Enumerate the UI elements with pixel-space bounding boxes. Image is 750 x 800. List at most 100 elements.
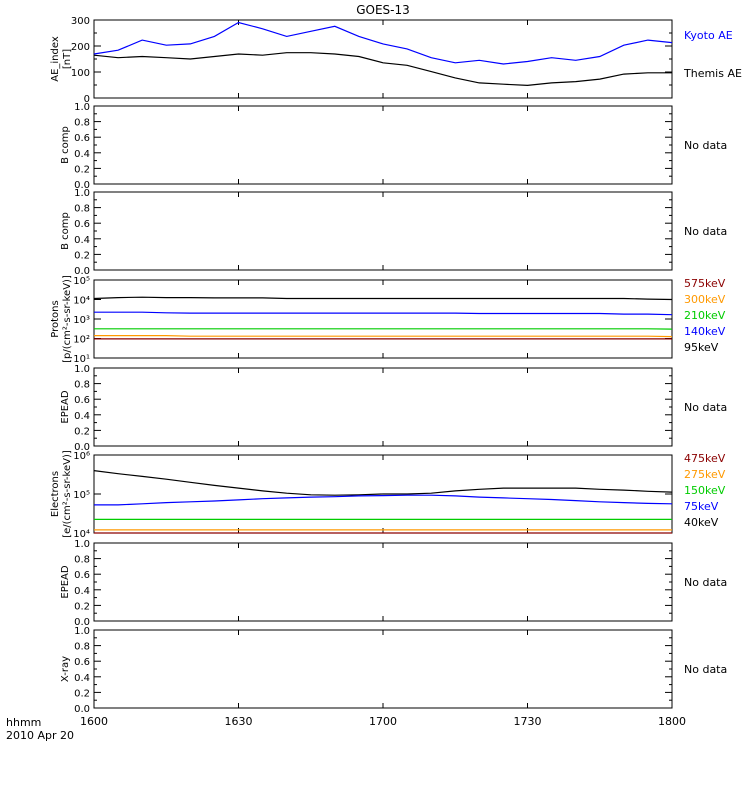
panel-b2: 0.0 0.2 0.4 0.6 0.8 1.0 B comp No data: [60, 188, 727, 277]
series-line-40kev: [93, 470, 673, 496]
y-axis-unit-label: [nT]: [62, 49, 73, 69]
y-tick-label: 0.6: [74, 570, 90, 581]
x-tick-label: 1730: [514, 715, 542, 728]
panel-ae: 0 100 200 300 AE_index [nT] Kyoto AE Themis AE: [50, 16, 742, 105]
panel-frame: [93, 542, 673, 622]
no-data-note: No data: [684, 401, 727, 414]
y-tick-label: 0.2: [74, 601, 90, 612]
x-tick-label: 1800: [658, 715, 686, 728]
y-tick-label: 0.8: [74, 380, 90, 391]
no-data-note: No data: [684, 225, 727, 238]
legend-label: 575keV: [684, 277, 726, 290]
y-tick-label: 0.8: [74, 555, 90, 566]
series-line-themis-ae: [93, 52, 672, 87]
y-tick-label: 10⁵: [73, 276, 90, 287]
y-tick-label: 200: [71, 42, 90, 53]
legend-label: 210keV: [684, 309, 726, 322]
series-line-95kev: [93, 296, 673, 301]
y-axis-label: X-ray: [60, 656, 71, 682]
series-line-kyoto-ae: [93, 21, 673, 65]
y-tick-label: 10¹: [73, 354, 90, 365]
y-tick-label: 10³: [73, 315, 90, 326]
legend-label: 150keV: [684, 484, 726, 497]
figure-title: GOES-13: [356, 3, 410, 17]
panel-frame: [93, 191, 673, 271]
y-tick-label: 0.4: [74, 149, 90, 160]
y-axis-label: B comp: [60, 212, 71, 250]
series-line-140kev: [94, 311, 673, 316]
y-axis-unit-label: [e/(cm²-s-sr-keV)]: [62, 450, 73, 538]
y-tick-label: 0.4: [74, 673, 90, 684]
y-tick-label: 0.0: [74, 704, 90, 715]
y-tick-label: 10⁶: [73, 451, 90, 462]
y-axis-label: Electrons: [50, 471, 61, 517]
no-data-note: No data: [684, 663, 727, 676]
y-axis-label: B comp: [60, 126, 71, 164]
panel-electrons: 10⁴ 10⁵ 10⁶ Electrons [e/(cm²-s-sr-keV)] 475k…: [50, 450, 726, 540]
panel-b1: 0.0 0.2 0.4 0.6 0.8 1.0 B comp No data: [60, 102, 727, 191]
y-tick-label: 10⁴: [73, 296, 90, 307]
y-tick-label: 100: [71, 68, 90, 79]
y-tick-label: 0.8: [74, 118, 90, 129]
panel-protons: 10¹ 10² 10³ 10⁴ 10⁵ Protons [p/(cm²-s-sr-keV)]…: [50, 275, 726, 365]
x-tick-label: 1630: [225, 715, 253, 728]
x-axis-label-hhmm: hhmm: [6, 716, 41, 729]
y-tick-label: 1.0: [74, 539, 90, 550]
y-tick-label: 10²: [73, 335, 90, 346]
panel-epead2: 0.0 0.2 0.4 0.6 0.8 1.0 EPEAD No data: [60, 539, 727, 628]
series-line-300kev: [94, 335, 673, 338]
x-axis-label-date: 2010 Apr 20: [6, 729, 74, 742]
y-tick-label: 0.0: [74, 442, 90, 453]
y-axis-label: AE_index: [50, 36, 61, 82]
x-tick-label: 1700: [369, 715, 397, 728]
series-line-75kev: [94, 494, 673, 506]
y-tick-label: 0.2: [74, 688, 90, 699]
legend-label: 300keV: [684, 293, 726, 306]
y-axis-label: EPEAD: [60, 565, 71, 599]
y-tick-label: 0.6: [74, 657, 90, 668]
y-tick-label: 0.8: [74, 642, 90, 653]
y-tick-label: 10⁴: [73, 529, 90, 540]
panel-frame: [93, 105, 673, 185]
legend-label: 275keV: [684, 468, 726, 481]
panel-xray: 0.0 0.2 0.4 0.6 0.8 1.0 X-ray No data: [60, 626, 727, 715]
panel-frame: [93, 367, 673, 447]
x-axis: 1600 1630 1700 1730 1800: [80, 715, 686, 728]
y-tick-label: 0.6: [74, 219, 90, 230]
legend-label: 95keV: [684, 341, 719, 354]
y-axis-label: EPEAD: [60, 390, 71, 424]
y-tick-label: 0.4: [74, 411, 90, 422]
y-tick-label: 0.2: [74, 164, 90, 175]
panel-epead1: 0.0 0.2 0.4 0.6 0.8 1.0 EPEAD No data: [60, 364, 727, 453]
y-tick-label: 0.2: [74, 426, 90, 437]
y-tick-label: 0.2: [74, 250, 90, 261]
x-tick-label: 1600: [80, 715, 108, 728]
y-tick-label: 0.0: [74, 617, 90, 628]
y-tick-label: 1.0: [74, 364, 90, 375]
legend-label: 140keV: [684, 325, 726, 338]
y-tick-label: 0: [84, 94, 90, 105]
y-tick-label: 1.0: [74, 102, 90, 113]
y-tick-label: 0.0: [74, 180, 90, 191]
y-tick-label: 0.6: [74, 395, 90, 406]
panel-frame: [93, 279, 673, 359]
panel-frame: [93, 629, 673, 709]
y-tick-label: 0.6: [74, 133, 90, 144]
y-axis-unit-label: [p/(cm²-s-sr-keV)]: [62, 275, 73, 363]
y-tick-label: 300: [71, 16, 90, 27]
y-tick-label: 0.0: [74, 266, 90, 277]
legend-label: 40keV: [684, 516, 719, 529]
y-tick-label: 1.0: [74, 626, 90, 637]
legend-label: Themis AE: [683, 67, 742, 80]
legend-label: 75keV: [684, 500, 719, 513]
y-tick-label: 10⁵: [73, 490, 90, 501]
no-data-note: No data: [684, 139, 727, 152]
y-axis-label: Protons: [50, 300, 61, 337]
legend-label: Kyoto AE: [684, 29, 733, 42]
y-tick-label: 0.8: [74, 204, 90, 215]
y-tick-label: 0.4: [74, 586, 90, 597]
y-tick-label: 0.4: [74, 235, 90, 246]
y-tick-label: 1.0: [74, 188, 90, 199]
